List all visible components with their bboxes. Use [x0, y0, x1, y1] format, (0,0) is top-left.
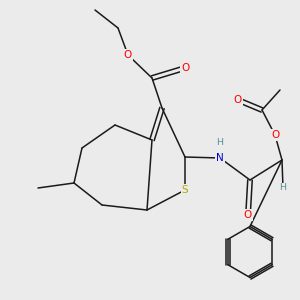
- Text: O: O: [234, 95, 242, 105]
- Text: O: O: [181, 63, 189, 73]
- Text: N: N: [216, 153, 224, 163]
- Text: O: O: [244, 210, 252, 220]
- Text: H: H: [217, 138, 224, 147]
- Text: H: H: [280, 184, 286, 193]
- Text: S: S: [182, 185, 188, 195]
- Text: O: O: [271, 130, 279, 140]
- Text: O: O: [124, 50, 132, 60]
